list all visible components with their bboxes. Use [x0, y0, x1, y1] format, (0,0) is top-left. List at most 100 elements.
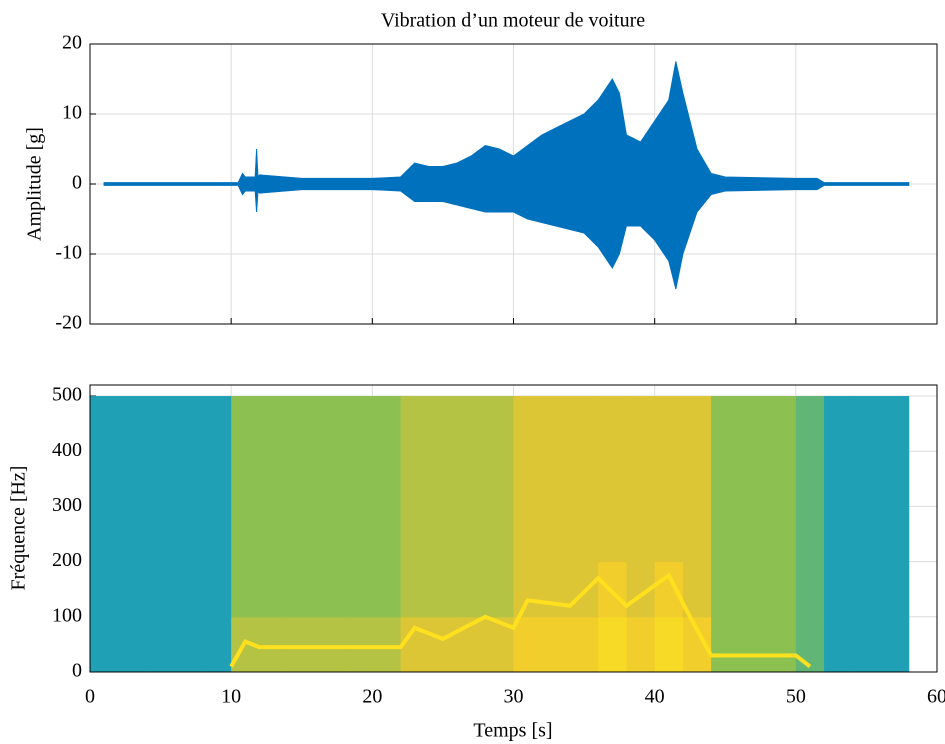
heatmap-cell: [824, 451, 853, 507]
heatmap-cell: [146, 616, 176, 673]
heatmap-cell: [315, 616, 345, 673]
heatmap-cell: [259, 561, 289, 618]
heatmap-cell: [231, 561, 260, 618]
heatmap-cell: [400, 506, 430, 563]
heatmap-cell: [287, 561, 317, 618]
heatmap-cell: [852, 506, 882, 563]
y-tick-label: 100: [52, 604, 82, 626]
heatmap-cell: [541, 396, 571, 452]
heatmap-cell: [428, 561, 458, 618]
heatmap-cell: [626, 616, 656, 673]
heatmap-cell: [626, 451, 656, 507]
heatmap-cell: [739, 616, 769, 673]
axes-frame: [89, 384, 938, 673]
heatmap-cell: [344, 451, 373, 507]
heatmap-cell: [880, 506, 910, 563]
heatmap-cell: [146, 396, 176, 452]
heatmap-cell: [598, 396, 627, 452]
heatmap-cell: [795, 506, 825, 563]
heatmap-cell: [711, 561, 740, 618]
y-tick-label: -20: [55, 312, 82, 334]
heatmap-cell: [513, 616, 543, 673]
heatmap-cell: [174, 506, 204, 563]
heatmap-cell: [315, 451, 345, 507]
heatmap-cell: [654, 561, 684, 618]
heatmap-cell: [852, 616, 882, 673]
chart-title: Vibration d’un moteur de voiture: [381, 10, 645, 32]
heatmap-cell: [824, 561, 853, 618]
y-tick-label: 500: [52, 384, 82, 406]
heatmap-cell: [202, 396, 232, 452]
heatmap-cell: [852, 561, 882, 618]
heatmap-cell: [202, 616, 232, 673]
heatmap-cell: [90, 561, 119, 618]
heatmap-cell: [569, 616, 599, 673]
heatmap-cell: [739, 561, 769, 618]
heatmap-cell: [598, 506, 627, 563]
heatmap-cell: [231, 451, 260, 507]
heatmap-cell: [344, 616, 373, 673]
heatmap-cell: [457, 561, 486, 618]
y-tick-label: 20: [62, 32, 82, 54]
heatmap-cell: [457, 506, 486, 563]
heatmap-cell: [598, 451, 627, 507]
heatmap-cell: [231, 506, 260, 563]
heatmap-cell: [485, 396, 514, 452]
x-tick-label: 0: [85, 686, 95, 708]
heatmap-cell: [880, 561, 910, 618]
heatmap-cell: [795, 451, 825, 507]
heatmap-cell: [428, 396, 458, 452]
heatmap-cell: [739, 451, 769, 507]
heatmap-cell: [711, 396, 740, 452]
heatmap-cell: [400, 561, 430, 618]
heatmap-cell: [287, 396, 317, 452]
heatmap-cell: [287, 616, 317, 673]
heatmap-cell: [513, 396, 543, 452]
heatmap-cell: [626, 506, 656, 563]
heatmap-cell: [513, 561, 543, 618]
heatmap-cell: [259, 506, 289, 563]
heatmap-cell: [90, 616, 119, 673]
heatmap-cell: [513, 506, 543, 563]
heatmap-cell: [824, 506, 853, 563]
heatmap-cell: [372, 561, 402, 618]
heatmap-cell: [682, 451, 712, 507]
heatmap-cell: [485, 451, 514, 507]
y-tick-label: 400: [52, 439, 82, 461]
heatmap-cell: [259, 396, 289, 452]
heatmap-cell: [259, 616, 289, 673]
heatmap-cell: [682, 506, 712, 563]
ridge-line: [229, 572, 812, 669]
signal-envelope: [103, 183, 910, 290]
heatmap-cell: [118, 561, 147, 618]
x-tick-label: 10: [221, 686, 241, 708]
heatmap-cell: [287, 451, 317, 507]
heatmap-cell: [569, 506, 599, 563]
heatmap-cell: [654, 396, 684, 452]
heatmap-cell: [569, 451, 599, 507]
heatmap-cell: [541, 616, 571, 673]
y-tick-label: 200: [52, 549, 82, 571]
heatmap-cell: [428, 506, 458, 563]
heatmap-cell: [457, 396, 486, 452]
heatmap-cell: [485, 506, 514, 563]
heatmap-cell: [654, 451, 684, 507]
heatmap-cell: [344, 506, 373, 563]
heatmap-cell: [485, 561, 514, 618]
heatmap-cell: [767, 506, 797, 563]
heatmap-cell: [739, 396, 769, 452]
heatmap-cell: [598, 616, 627, 673]
heatmap-cell: [711, 451, 740, 507]
heatmap-cell: [541, 506, 571, 563]
heatmap-cell: [513, 451, 543, 507]
x-tick-label: 20: [362, 686, 382, 708]
heatmap-cell: [174, 396, 204, 452]
heatmap-cell: [174, 561, 204, 618]
heatmap-cell: [824, 616, 853, 673]
heatmap-cell: [739, 506, 769, 563]
heatmap-cell: [400, 396, 430, 452]
x-axis-label: Temps [s]: [473, 720, 552, 742]
y-axis-label: Amplitude [g]: [24, 127, 46, 241]
heatmap-cell: [711, 506, 740, 563]
x-tick-label: 30: [504, 686, 524, 708]
